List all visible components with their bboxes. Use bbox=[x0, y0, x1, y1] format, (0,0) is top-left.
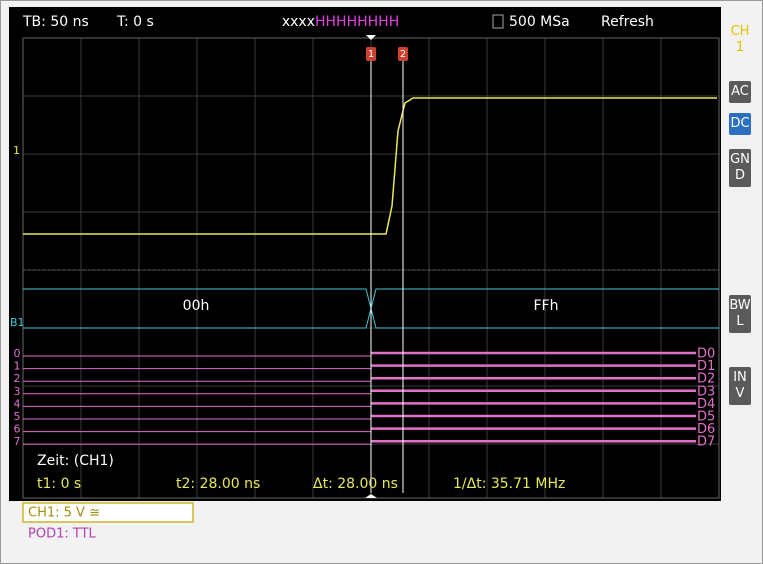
digital-label: 6 bbox=[14, 423, 21, 436]
ch1-trace bbox=[23, 97, 717, 235]
cursor-label: 2 bbox=[400, 49, 406, 60]
bus-name: B1 bbox=[10, 316, 25, 329]
meas-title: Zeit: (CH1) bbox=[37, 453, 114, 469]
digital-label: 0 bbox=[14, 347, 21, 360]
cursor-label: 1 bbox=[368, 49, 374, 60]
channel-label: CH1 bbox=[730, 24, 750, 55]
screen-bg bbox=[9, 7, 721, 501]
digital-label: 5 bbox=[14, 410, 21, 423]
mode: Refresh bbox=[601, 14, 654, 30]
cursor-marker bbox=[398, 47, 408, 61]
bus-value: FFh bbox=[534, 298, 559, 314]
digital-name: D1 bbox=[697, 359, 715, 374]
digital-name: D3 bbox=[697, 384, 715, 399]
inv-button[interactable]: INV bbox=[729, 367, 751, 405]
digital-label: 7 bbox=[14, 435, 21, 448]
bottom-marker bbox=[365, 494, 377, 498]
timebase: TB: 50 ns bbox=[22, 14, 89, 30]
meas-freq: 1/Δt: 35.71 MHz bbox=[453, 476, 565, 492]
trigger-pos bbox=[366, 35, 376, 40]
trigger-time: T: 0 s bbox=[116, 14, 154, 30]
digital-channels: 0 D0 1 D1 2 D2 3 D3 4 D4 5 D5 6 D6 7 D7 bbox=[14, 347, 716, 450]
bus-value: 00h bbox=[183, 298, 210, 314]
bwl-button[interactable]: BWL bbox=[729, 295, 751, 333]
digital-label: 3 bbox=[14, 385, 21, 398]
sample-rate: 500 MSa bbox=[509, 14, 570, 30]
meas-t1: t1: 0 s bbox=[37, 476, 81, 492]
cursor-marker bbox=[366, 47, 376, 61]
digital-name: D5 bbox=[697, 410, 715, 425]
meas-dt: Δt: 28.00 ns bbox=[313, 476, 398, 492]
digital-label: 1 bbox=[14, 360, 21, 373]
trigger-level: 1 bbox=[13, 144, 20, 157]
memory-icon bbox=[492, 14, 504, 29]
status-channel: CH1: 5 V ≅ bbox=[28, 506, 100, 521]
digital-label: 2 bbox=[14, 372, 21, 385]
coupling-dc[interactable]: DC bbox=[729, 113, 751, 135]
coupling-gnd[interactable]: GND bbox=[729, 149, 751, 187]
digital-name: D2 bbox=[697, 372, 715, 387]
digital-name: D6 bbox=[697, 422, 715, 437]
digital-name: D4 bbox=[697, 397, 715, 412]
meas-t2: t2: 28.00 ns bbox=[176, 476, 260, 492]
status-pod: POD1: TTL bbox=[28, 527, 97, 542]
coupling-ac[interactable]: AC bbox=[729, 81, 751, 103]
status-box bbox=[22, 502, 194, 523]
pattern-prefix: xxxx bbox=[282, 14, 315, 30]
digital-name: D0 bbox=[697, 347, 715, 362]
digital-label: 4 bbox=[14, 397, 21, 410]
pattern-bits: HHHHHHHH bbox=[315, 14, 399, 30]
digital-name: D7 bbox=[697, 435, 715, 450]
